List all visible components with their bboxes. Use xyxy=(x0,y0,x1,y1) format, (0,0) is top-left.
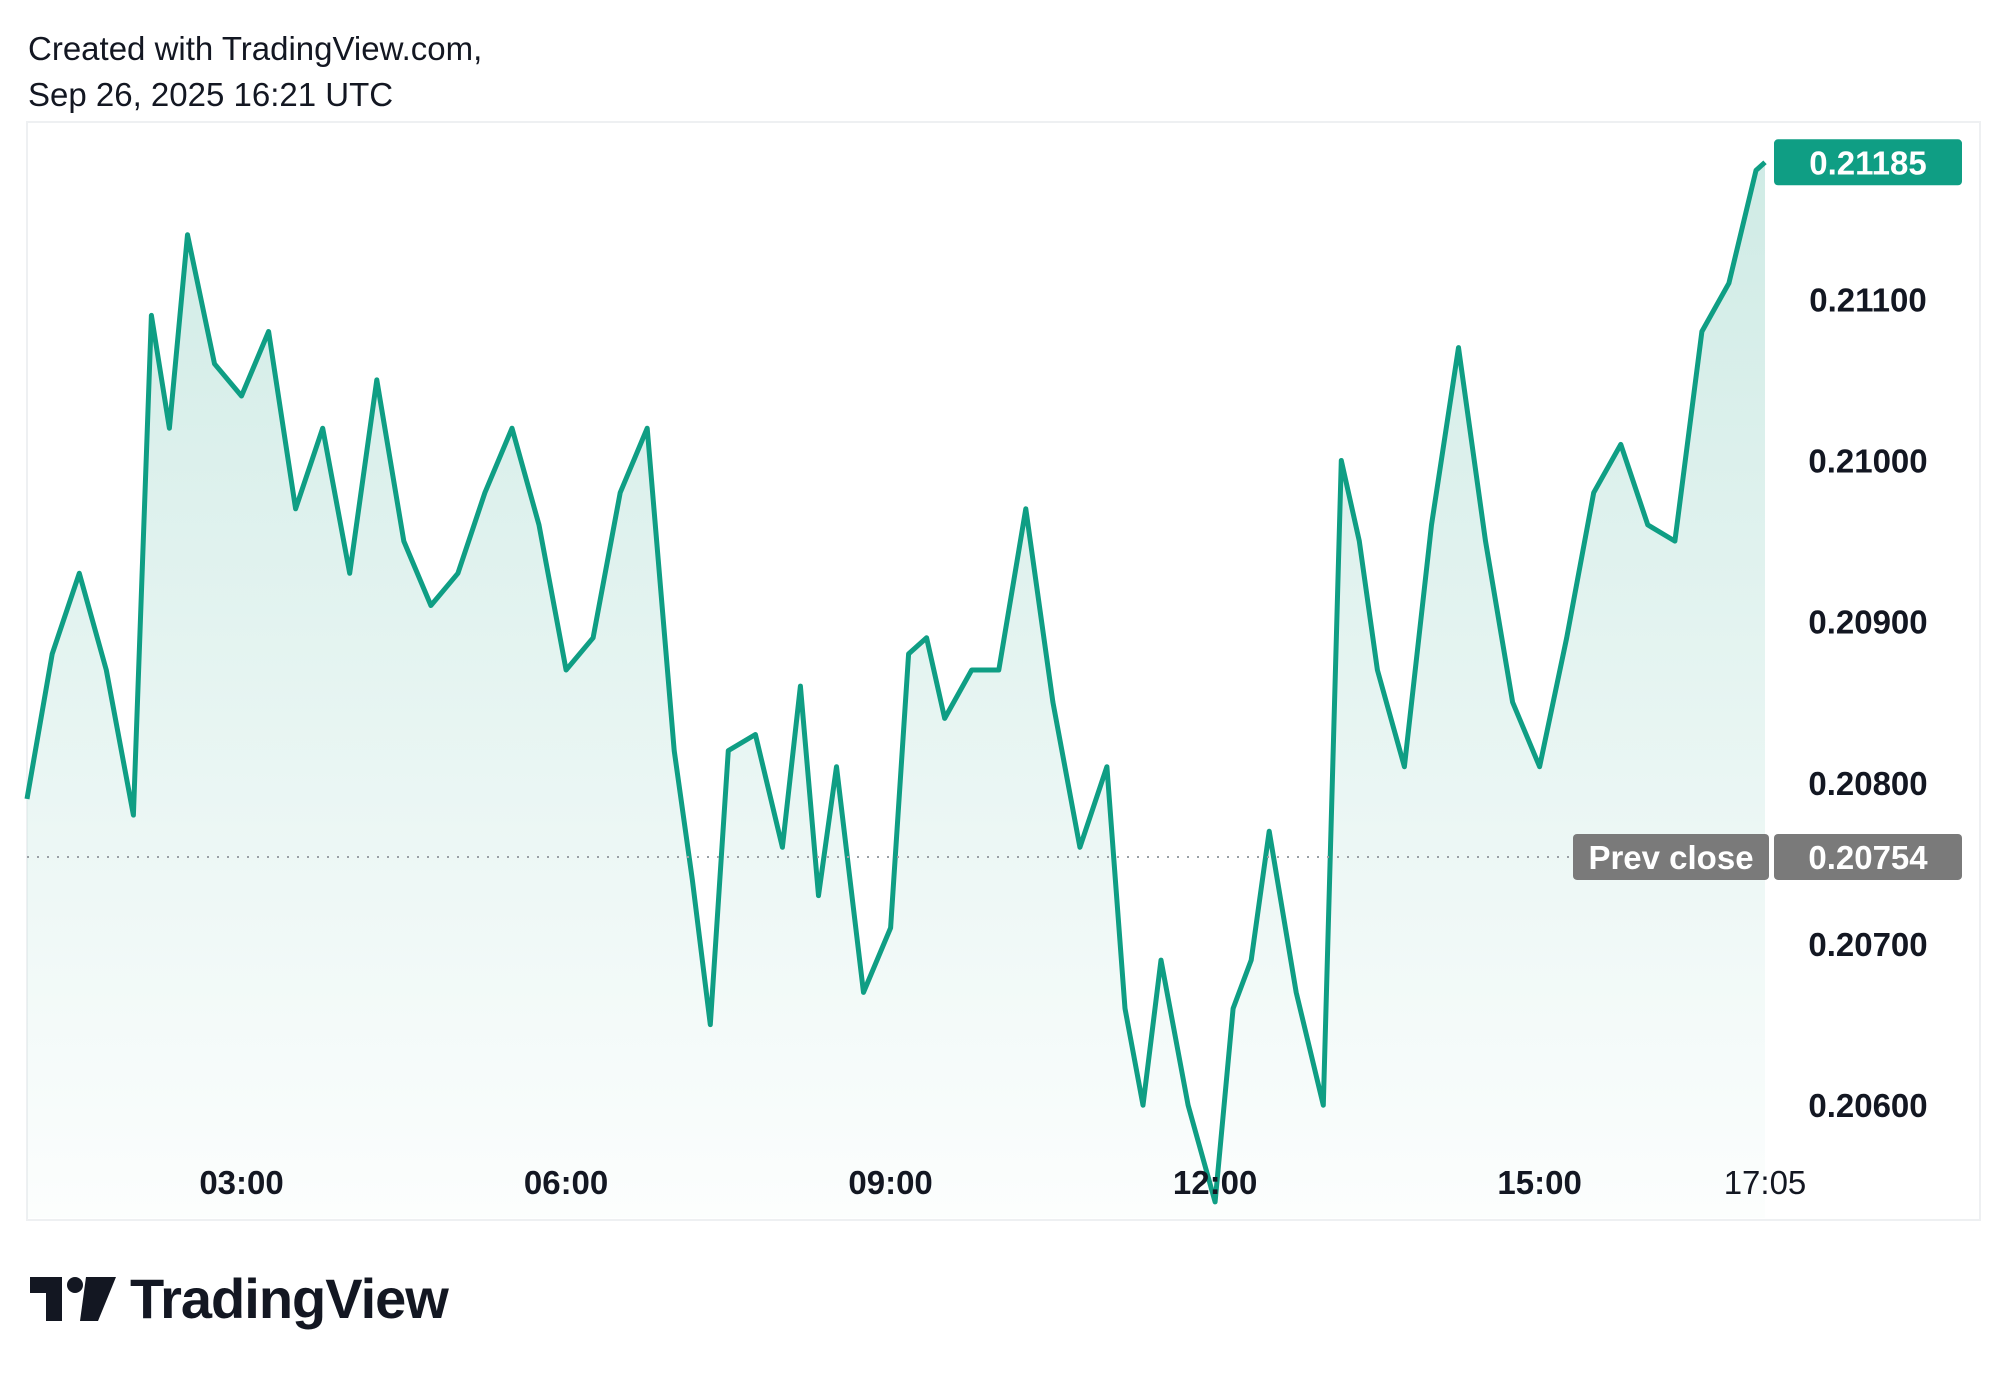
created-with-text: Created with TradingView.com, xyxy=(28,30,483,67)
snapshot-timestamp: Sep 26, 2025 16:21 UTC xyxy=(28,76,394,113)
y-tick-label: 0.21100 xyxy=(1809,281,1926,318)
y-tick-label: 0.20800 xyxy=(1808,765,1927,802)
price-line xyxy=(24,160,1767,1205)
tradingview-wordmark: TradingView xyxy=(130,1267,449,1330)
y-axis: 0.21100 0.21000 0.20900 0.20800 0.20700 0.206… xyxy=(1808,281,1927,1124)
x-axis: 03:00 06:00 09:00 12:00 15:00 17:05 xyxy=(199,1164,1806,1201)
price-area-fill xyxy=(27,162,1765,1218)
x-tick-label: 06:00 xyxy=(524,1164,608,1201)
y-tick-label: 0.20700 xyxy=(1808,926,1927,963)
tradingview-logo-icon xyxy=(30,1276,116,1321)
prev-close-label-badge: Prev close xyxy=(1573,833,1769,880)
x-tick-label: 03:00 xyxy=(199,1164,283,1201)
chart-header: Created with TradingView.com, Sep 26, 20… xyxy=(28,26,482,118)
y-tick-label: 0.20900 xyxy=(1808,604,1927,641)
y-tick-label: 0.21000 xyxy=(1808,442,1927,479)
prev-close-label-badge-text: Prev close xyxy=(1588,839,1753,876)
y-tick-label: 0.20600 xyxy=(1808,1087,1927,1124)
tradingview-logo: TradingView xyxy=(30,1266,449,1331)
prev-close-value-badge: 0.20754 xyxy=(1774,833,1962,880)
last-price-badge: 0.21185 xyxy=(1774,139,1962,186)
x-tick-label: 09:00 xyxy=(848,1164,932,1201)
x-tick-label: 15:00 xyxy=(1497,1164,1581,1201)
chart-frame xyxy=(26,121,1981,1221)
x-tick-label: 17:05 xyxy=(1724,1164,1807,1201)
x-tick-label: 12:00 xyxy=(1173,1164,1257,1201)
prev-close-value-badge-text: 0.20754 xyxy=(1808,839,1928,876)
last-price-badge-text: 0.21185 xyxy=(1809,144,1926,181)
